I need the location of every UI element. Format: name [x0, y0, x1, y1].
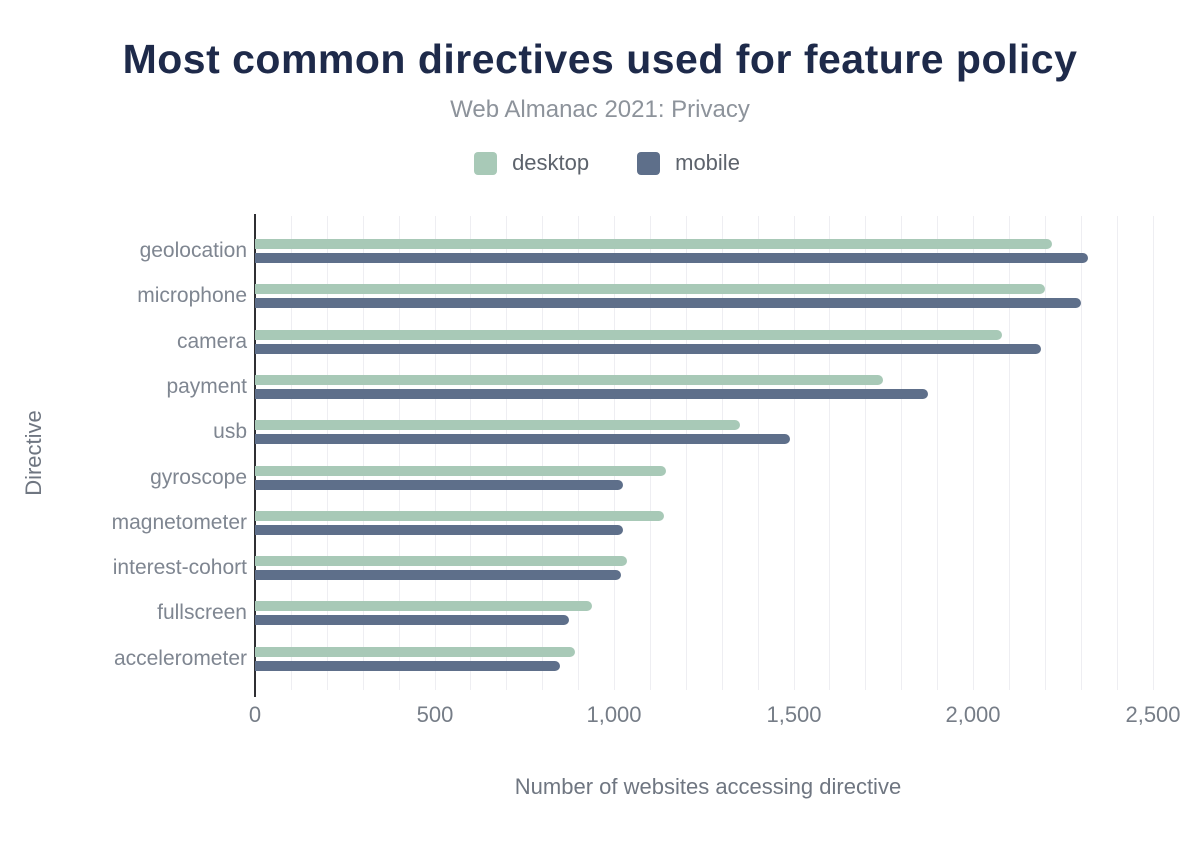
- mobile-series-swatch-icon: [637, 151, 661, 175]
- desktop-series-swatch-icon: [474, 151, 498, 175]
- gridline: [291, 216, 292, 690]
- gridline: [399, 216, 400, 690]
- gridline: [578, 216, 579, 690]
- bar-desktop-geolocation: [255, 239, 1052, 249]
- gridline: [614, 216, 615, 690]
- legend: desktop mobile: [0, 150, 1200, 176]
- bar-mobile-interest-cohort: [255, 570, 621, 580]
- bar-desktop-usb: [255, 420, 740, 430]
- gridline: [973, 216, 974, 690]
- bar-desktop-interest-cohort: [255, 556, 627, 566]
- legend-item-desktop: desktop: [474, 150, 589, 176]
- gridline: [435, 216, 436, 690]
- legend-label-desktop: desktop: [512, 150, 590, 175]
- x-tick-label-500: 500: [416, 702, 454, 727]
- chart-subtitle: Web Almanac 2021: Privacy: [450, 96, 750, 123]
- bar-mobile-fullscreen: [255, 615, 569, 625]
- x-tick-label-1,500: 1,500: [766, 702, 822, 727]
- category-label-geolocation: geolocation: [139, 239, 247, 262]
- bar-mobile-microphone: [255, 298, 1081, 308]
- category-label-magnetometer: magnetometer: [111, 511, 247, 534]
- x-axis-title: Number of websites accessing directive: [514, 774, 902, 799]
- x-tick-label-1,000: 1,000: [586, 702, 642, 727]
- gridline: [1081, 216, 1082, 690]
- bar-desktop-camera: [255, 330, 1002, 340]
- gridline: [1045, 216, 1046, 690]
- gridline: [1153, 216, 1154, 690]
- gridline: [542, 216, 543, 690]
- bar-desktop-microphone: [255, 284, 1045, 294]
- gridline: [829, 216, 830, 690]
- gridline: [865, 216, 866, 690]
- gridline: [722, 216, 723, 690]
- bar-mobile-magnetometer: [255, 525, 623, 535]
- bar-mobile-gyroscope: [255, 480, 623, 490]
- y-axis-title: Directive: [21, 410, 46, 496]
- gridline: [506, 216, 507, 690]
- bar-mobile-payment: [255, 389, 928, 399]
- x-tick-label-2,000: 2,000: [945, 702, 1001, 727]
- gridline: [937, 216, 938, 690]
- gridline: [327, 216, 328, 690]
- y-axis-line: [254, 214, 256, 697]
- gridline: [650, 216, 651, 690]
- category-label-payment: payment: [166, 375, 247, 398]
- bar-desktop-magnetometer: [255, 511, 664, 521]
- category-label-usb: usb: [213, 420, 247, 443]
- bar-desktop-fullscreen: [255, 601, 592, 611]
- legend-label-mobile: mobile: [675, 150, 740, 175]
- bar-mobile-usb: [255, 434, 790, 444]
- plot-area: [255, 216, 1161, 690]
- chart-title: Most common directives used for feature …: [122, 36, 1078, 82]
- bar-mobile-geolocation: [255, 253, 1088, 263]
- gridline: [794, 216, 795, 690]
- gridline: [758, 216, 759, 690]
- gridline: [1009, 216, 1010, 690]
- gridline: [470, 216, 471, 690]
- x-tick-label-2,500: 2,500: [1125, 702, 1181, 727]
- category-label-microphone: microphone: [137, 284, 247, 307]
- x-tick-label-0: 0: [248, 702, 262, 727]
- gridline: [901, 216, 902, 690]
- category-label-camera: camera: [176, 330, 247, 353]
- category-label-interest-cohort: interest-cohort: [112, 556, 247, 579]
- gridline: [363, 216, 364, 690]
- bar-desktop-accelerometer: [255, 647, 575, 657]
- category-label-accelerometer: accelerometer: [113, 647, 247, 670]
- gridline: [1117, 216, 1118, 690]
- bar-mobile-accelerometer: [255, 661, 560, 671]
- category-label-gyroscope: gyroscope: [150, 466, 247, 489]
- bar-desktop-payment: [255, 375, 883, 385]
- bar-mobile-camera: [255, 344, 1041, 354]
- gridline: [686, 216, 687, 690]
- category-label-fullscreen: fullscreen: [157, 601, 247, 624]
- legend-item-mobile: mobile: [637, 150, 740, 176]
- bar-desktop-gyroscope: [255, 466, 666, 476]
